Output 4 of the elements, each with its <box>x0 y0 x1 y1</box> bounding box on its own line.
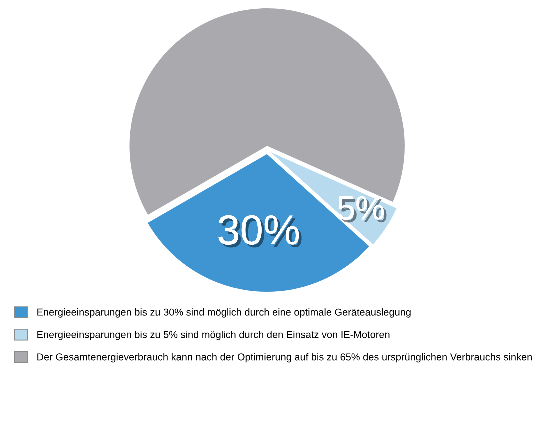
legend-label: Der Gesamtenergieverbrauch kann nach der Optimierung auf bis zu 65% des ursprünglichen Verbrauchs sinken <box>38 353 532 363</box>
legend-label: Energieeinsparungen bis zu 30% sind möglich durch eine optimale Geräteauslegung <box>38 308 411 318</box>
data-label: 30% <box>218 215 302 248</box>
legend-label: Energieeinsparungen bis zu 5% sind möglich durch den Einsatz von IE-Motoren <box>38 330 390 340</box>
